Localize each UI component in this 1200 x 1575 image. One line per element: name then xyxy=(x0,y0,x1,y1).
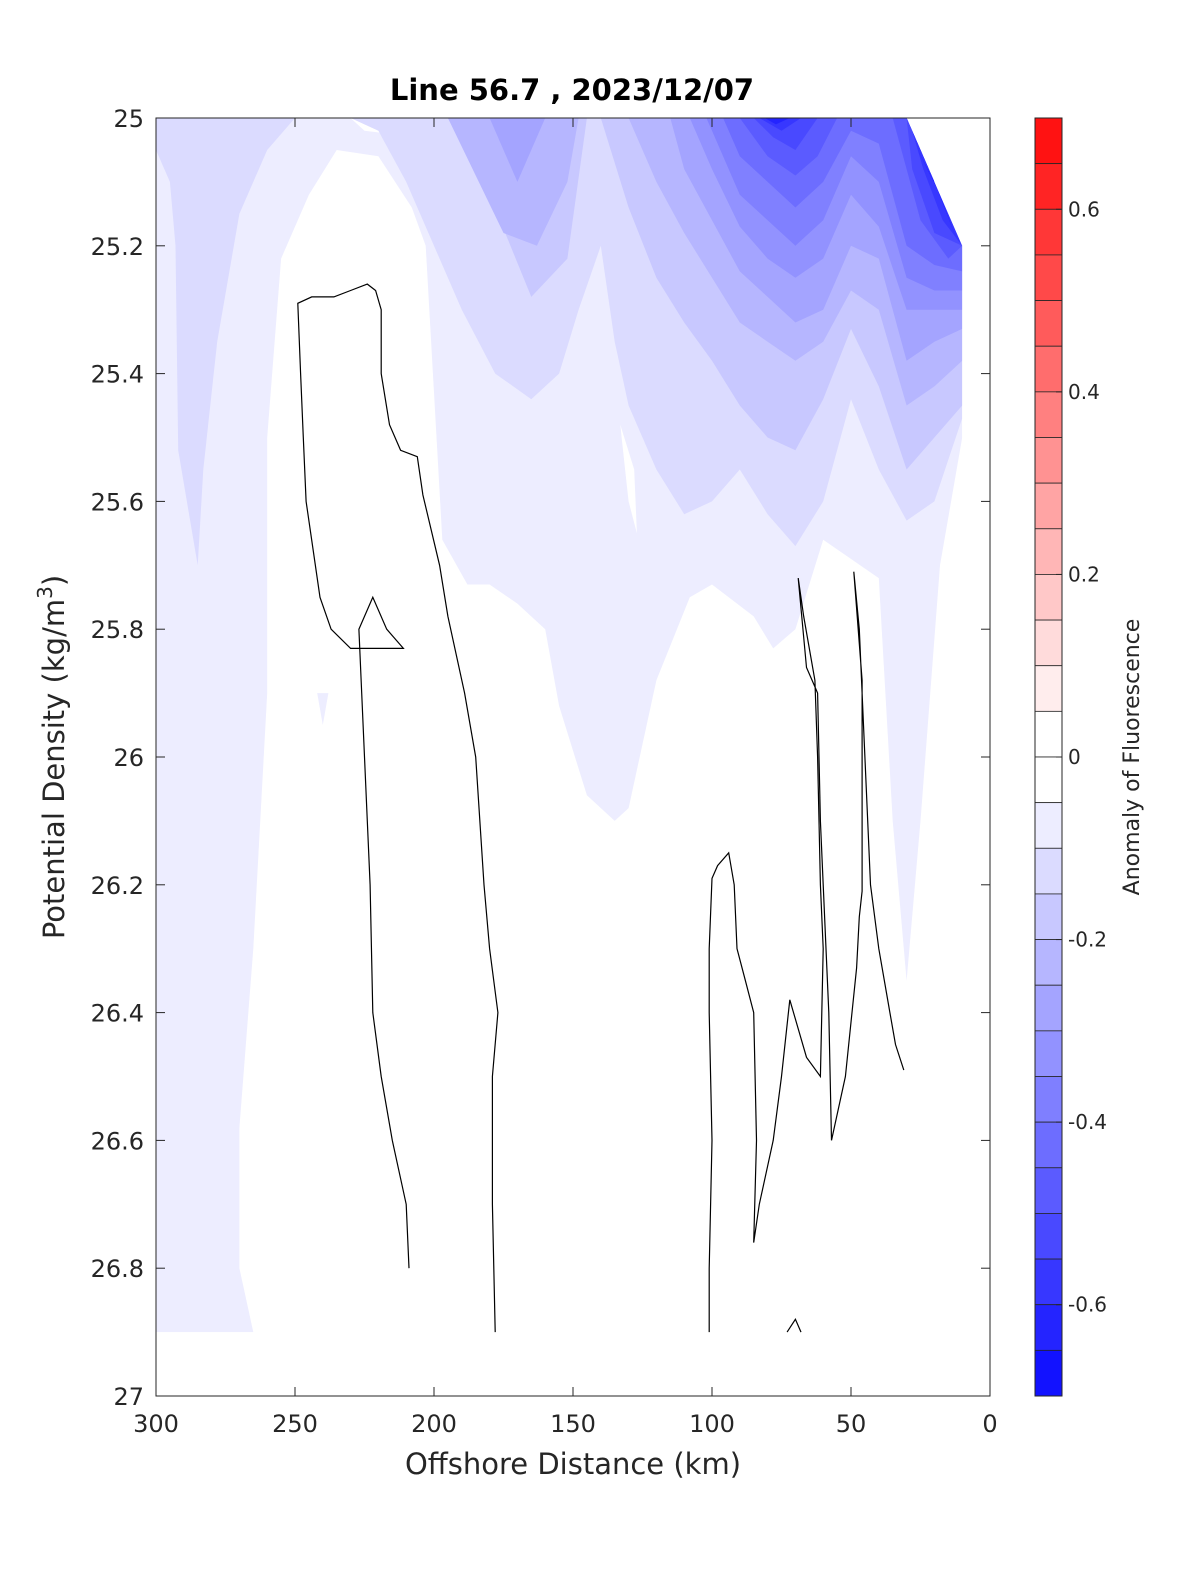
colorbar-band xyxy=(1034,1121,1063,1169)
y-axis-label: Potential Density (kg/m3) xyxy=(33,575,71,939)
y-axis-label-superscript: 3 xyxy=(33,586,57,599)
contour-fill-level--0p6 xyxy=(764,118,790,125)
colorbar-band xyxy=(1034,1167,1063,1214)
y-tick-label: 25.6 xyxy=(91,488,144,516)
y-tick-label: 26 xyxy=(113,744,144,772)
colorbar-label: Anomaly of Fluorescence xyxy=(1120,619,1145,896)
colorbar-tick-label: 0.2 xyxy=(1068,562,1100,586)
colorbar-band xyxy=(1034,893,1063,940)
y-tick-label: 27 xyxy=(113,1383,144,1411)
colorbar-band xyxy=(1034,300,1063,347)
colorbar: 0.6 0.4 0.2 0 -0.2 -0.4 -0.6 Anomaly of Fluore… xyxy=(1034,117,1145,1397)
contour-fill-level--0p2 xyxy=(447,118,579,246)
contour-fill-level--0p5 xyxy=(753,118,818,150)
colorbar-band xyxy=(1034,163,1063,210)
colorbar-band xyxy=(1034,254,1063,301)
colorbar-tick-label: -0.6 xyxy=(1068,1293,1107,1317)
y-tick-label: 25.4 xyxy=(91,361,144,389)
x-tick-label: 250 xyxy=(272,1410,318,1438)
contour-fill-level--0p05 xyxy=(317,693,329,725)
colorbar-tick-label: -0.4 xyxy=(1068,1110,1107,1134)
colorbar-band xyxy=(1034,802,1063,849)
x-tick-label: 200 xyxy=(411,1410,457,1438)
colorbar-band xyxy=(1034,437,1063,484)
x-tick-label: 300 xyxy=(133,1410,179,1438)
x-tick-label: 50 xyxy=(836,1410,867,1438)
colorbar-band xyxy=(1034,574,1063,621)
colorbar-band xyxy=(1034,1076,1063,1123)
colorbar-band xyxy=(1034,117,1063,165)
x-axis-label: Offshore Distance (km) xyxy=(405,1447,741,1481)
colorbar-tick-label: -0.2 xyxy=(1068,928,1107,952)
no-data-region xyxy=(156,1332,963,1396)
colorbar-band xyxy=(1034,756,1063,804)
colorbar-tick-label: 0 xyxy=(1068,745,1081,769)
colorbar-tick-label: 0.4 xyxy=(1068,380,1100,404)
x-axis-ticks: 300 250 200 150 100 50 0 xyxy=(133,118,998,1438)
colorbar-band xyxy=(1034,984,1063,1032)
colorbar-band xyxy=(1034,1258,1063,1306)
colorbar-band xyxy=(1034,1030,1063,1077)
zero-contour-line xyxy=(786,1318,802,1333)
colorbar-band xyxy=(1034,208,1063,256)
colorbar-band xyxy=(1034,619,1063,667)
contour-fill-level--0p45 xyxy=(739,118,963,259)
colorbar-band xyxy=(1034,528,1063,575)
x-tick-label: 150 xyxy=(550,1410,596,1438)
filled-contours xyxy=(156,118,990,1396)
no-data-region xyxy=(620,424,637,534)
colorbar-band xyxy=(1034,391,1063,438)
plot-area: 300 250 200 150 100 50 0 2525.225.425.625.8262… xyxy=(91,105,998,1438)
colorbar-band xyxy=(1034,1349,1063,1397)
colorbar-band xyxy=(1034,1213,1063,1260)
no-data-region xyxy=(906,118,990,246)
y-tick-label: 25 xyxy=(113,105,144,133)
contour-fill-level--0p55 xyxy=(759,118,801,131)
chart-title: Line 56.7 , 2023/12/07 xyxy=(390,73,754,107)
y-tick-label: 26.4 xyxy=(91,1000,144,1028)
y-tick-label: 26.8 xyxy=(91,1255,144,1283)
zero-contour-lines xyxy=(297,283,905,1333)
y-axis-label-main: Potential Density (kg/m xyxy=(37,599,71,939)
y-axis-ticks: 25 25.2 25.4 25.6 25.8 26 26.2 26.4 26.6 26.8 27 xyxy=(91,105,990,1411)
colorbar-band xyxy=(1034,939,1063,986)
colorbar-band xyxy=(1034,710,1063,758)
colorbar-band xyxy=(1034,665,1063,712)
colorbar-tick-label: 0.6 xyxy=(1068,197,1100,221)
no-data-region xyxy=(962,245,990,1396)
contour-fill-level--0p25 xyxy=(489,118,546,182)
y-axis-label-close: ) xyxy=(37,575,71,586)
colorbar-band xyxy=(1034,482,1063,530)
y-tick-label: 25.2 xyxy=(91,233,144,261)
y-tick-label: 25.8 xyxy=(91,616,144,644)
y-tick-label: 26.6 xyxy=(91,1127,144,1155)
contour-fill-level--0p45 xyxy=(739,118,838,176)
colorbar-band xyxy=(1034,847,1063,895)
colorbar-ticks: 0.6 0.4 0.2 0 -0.2 -0.4 -0.6 xyxy=(1056,197,1107,1317)
y-tick-label: 26.2 xyxy=(91,872,144,900)
colorbar-band xyxy=(1034,1304,1063,1351)
zero-contour-line xyxy=(297,283,499,1333)
colorbar-band xyxy=(1034,345,1063,393)
zero-contour-line xyxy=(708,571,905,1333)
x-tick-label: 100 xyxy=(689,1410,735,1438)
x-tick-label: 0 xyxy=(982,1410,997,1438)
